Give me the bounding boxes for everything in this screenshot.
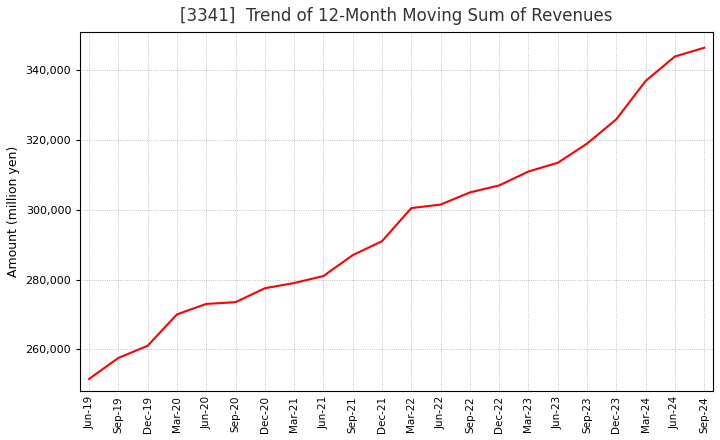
Title: [3341]  Trend of 12-Month Moving Sum of Revenues: [3341] Trend of 12-Month Moving Sum of R… (181, 7, 613, 25)
Y-axis label: Amount (million yen): Amount (million yen) (7, 146, 20, 277)
